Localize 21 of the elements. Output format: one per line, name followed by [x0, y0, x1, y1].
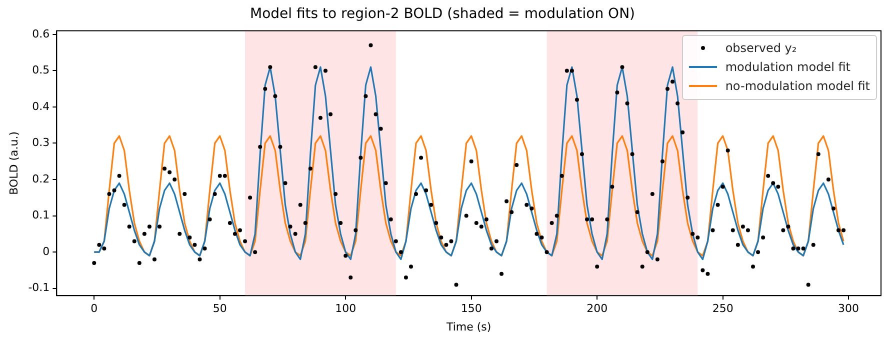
- x-axis-title: Time (s): [445, 320, 492, 334]
- legend-label: observed y₂: [725, 41, 797, 56]
- legend-label: no-modulation model fit: [725, 79, 870, 94]
- x-tick-label: 150: [460, 302, 482, 316]
- legend-label: modulation model fit: [725, 60, 850, 74]
- x-tick-label: 0: [90, 302, 98, 316]
- y-tick-label: 0.5: [32, 64, 50, 77]
- x-tick-label: 100: [335, 302, 356, 316]
- y-tick-label: -0.1: [28, 281, 50, 294]
- y-tick-label: 0.3: [32, 136, 50, 150]
- x-tick-label: 300: [838, 302, 860, 316]
- y-tick-label: 0.1: [32, 208, 50, 222]
- y-axis-title: BOLD (a.u.): [7, 131, 20, 195]
- chart-title: Model fits to region-2 BOLD (shaded = modulation ON): [250, 6, 636, 22]
- x-tick-label: 50: [212, 302, 227, 316]
- y-tick-label: 0.6: [32, 27, 50, 40]
- x-tick-label: 250: [712, 302, 734, 316]
- y-tick-label: 0.4: [32, 100, 50, 113]
- x-tick-label: 200: [586, 302, 608, 316]
- y-tick-label: 0: [42, 244, 50, 258]
- y-tick-label: 0.2: [32, 172, 50, 186]
